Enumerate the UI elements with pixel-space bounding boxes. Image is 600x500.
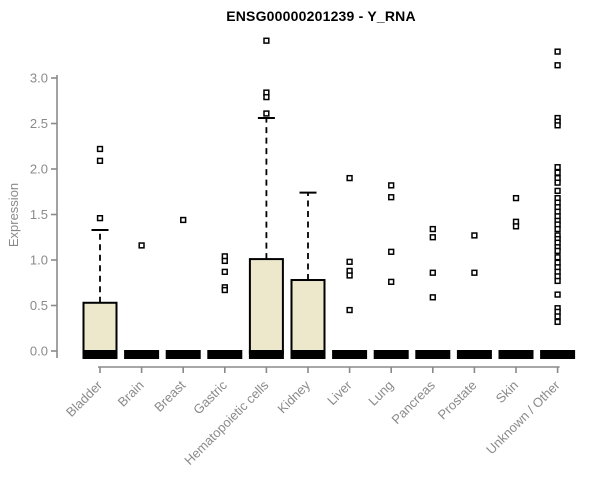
median-bar	[82, 350, 118, 359]
median-bar	[248, 350, 284, 359]
x-category-label: Brain	[115, 378, 147, 410]
outlier-point	[429, 269, 436, 276]
median-bar	[373, 350, 409, 359]
outlier-point	[554, 179, 561, 186]
outlier-point	[221, 268, 228, 275]
x-category-label: Bladder	[63, 377, 106, 420]
outlier-point	[554, 187, 561, 194]
median-bar	[332, 350, 368, 359]
outlier-point	[429, 234, 436, 241]
outlier-point	[554, 122, 561, 129]
outlier-point	[554, 313, 561, 320]
outlier-point	[512, 194, 520, 202]
outlier-point	[180, 216, 187, 224]
median-bar	[498, 350, 534, 359]
outlier-point	[263, 37, 270, 44]
outlier-point	[554, 225, 561, 233]
y-tick-label: 2.0	[30, 162, 48, 177]
x-category-label: Breast	[151, 377, 188, 414]
outlier-point	[346, 272, 353, 279]
outlier-point	[346, 258, 353, 265]
x-category-label: Unknown / Other	[483, 377, 563, 457]
outlier-point	[96, 157, 104, 164]
y-tick-label: 0.5	[30, 298, 48, 313]
box-kidney	[290, 279, 326, 354]
median-bar	[540, 350, 576, 359]
chart-title: ENSG00000201239 - Y_RNA	[226, 8, 416, 24]
median-bar	[415, 350, 451, 359]
outlier-point	[263, 110, 270, 117]
median-bar	[165, 350, 201, 359]
outlier-point	[263, 93, 270, 101]
outlier-point	[471, 269, 478, 276]
x-category-label: Gastric	[190, 377, 230, 417]
outlier-point	[346, 306, 353, 314]
outlier-point	[554, 291, 561, 298]
outlier-point	[221, 286, 228, 294]
median-bar	[456, 350, 492, 359]
y-tick-label: 2.5	[30, 116, 48, 131]
box-bladder	[82, 301, 118, 354]
outlier-point	[554, 318, 561, 326]
outlier-point	[471, 232, 478, 239]
outlier-point	[138, 242, 145, 249]
outlier-point	[429, 294, 436, 301]
median-bar	[290, 350, 326, 359]
y-tick-label: 3.0	[30, 71, 48, 86]
x-category-label: Prostate	[435, 378, 480, 423]
outlier-point	[554, 48, 561, 55]
outlier-point	[554, 62, 561, 69]
median-bar	[207, 350, 243, 359]
outlier-point	[554, 277, 561, 285]
x-category-label: Pancreas	[388, 377, 438, 427]
outlier-point	[221, 257, 228, 265]
outlier-point	[388, 182, 395, 189]
outlier-point	[554, 247, 561, 255]
outlier-point	[429, 225, 436, 233]
outlier-point	[554, 164, 561, 171]
outlier-point	[554, 254, 561, 261]
y-tick-label: 1.0	[30, 253, 48, 268]
outlier-point	[388, 194, 395, 201]
outlier-point	[96, 145, 104, 153]
outlier-point	[554, 169, 561, 176]
outlier-point	[96, 214, 104, 222]
box-hematopoietic-cells	[248, 258, 284, 354]
x-category-label: Lung	[365, 378, 396, 409]
y-tick-label: 1.5	[30, 207, 48, 222]
x-category-label: Kidney	[274, 377, 313, 416]
outlier-point	[388, 278, 395, 285]
outlier-point	[388, 248, 395, 255]
x-category-label: Skin	[493, 378, 521, 406]
outlier-point	[346, 174, 353, 182]
median-bar	[124, 350, 160, 359]
y-tick-label: 0.0	[30, 344, 48, 359]
x-category-label: Liver	[324, 377, 355, 408]
outlier-point	[512, 223, 520, 230]
